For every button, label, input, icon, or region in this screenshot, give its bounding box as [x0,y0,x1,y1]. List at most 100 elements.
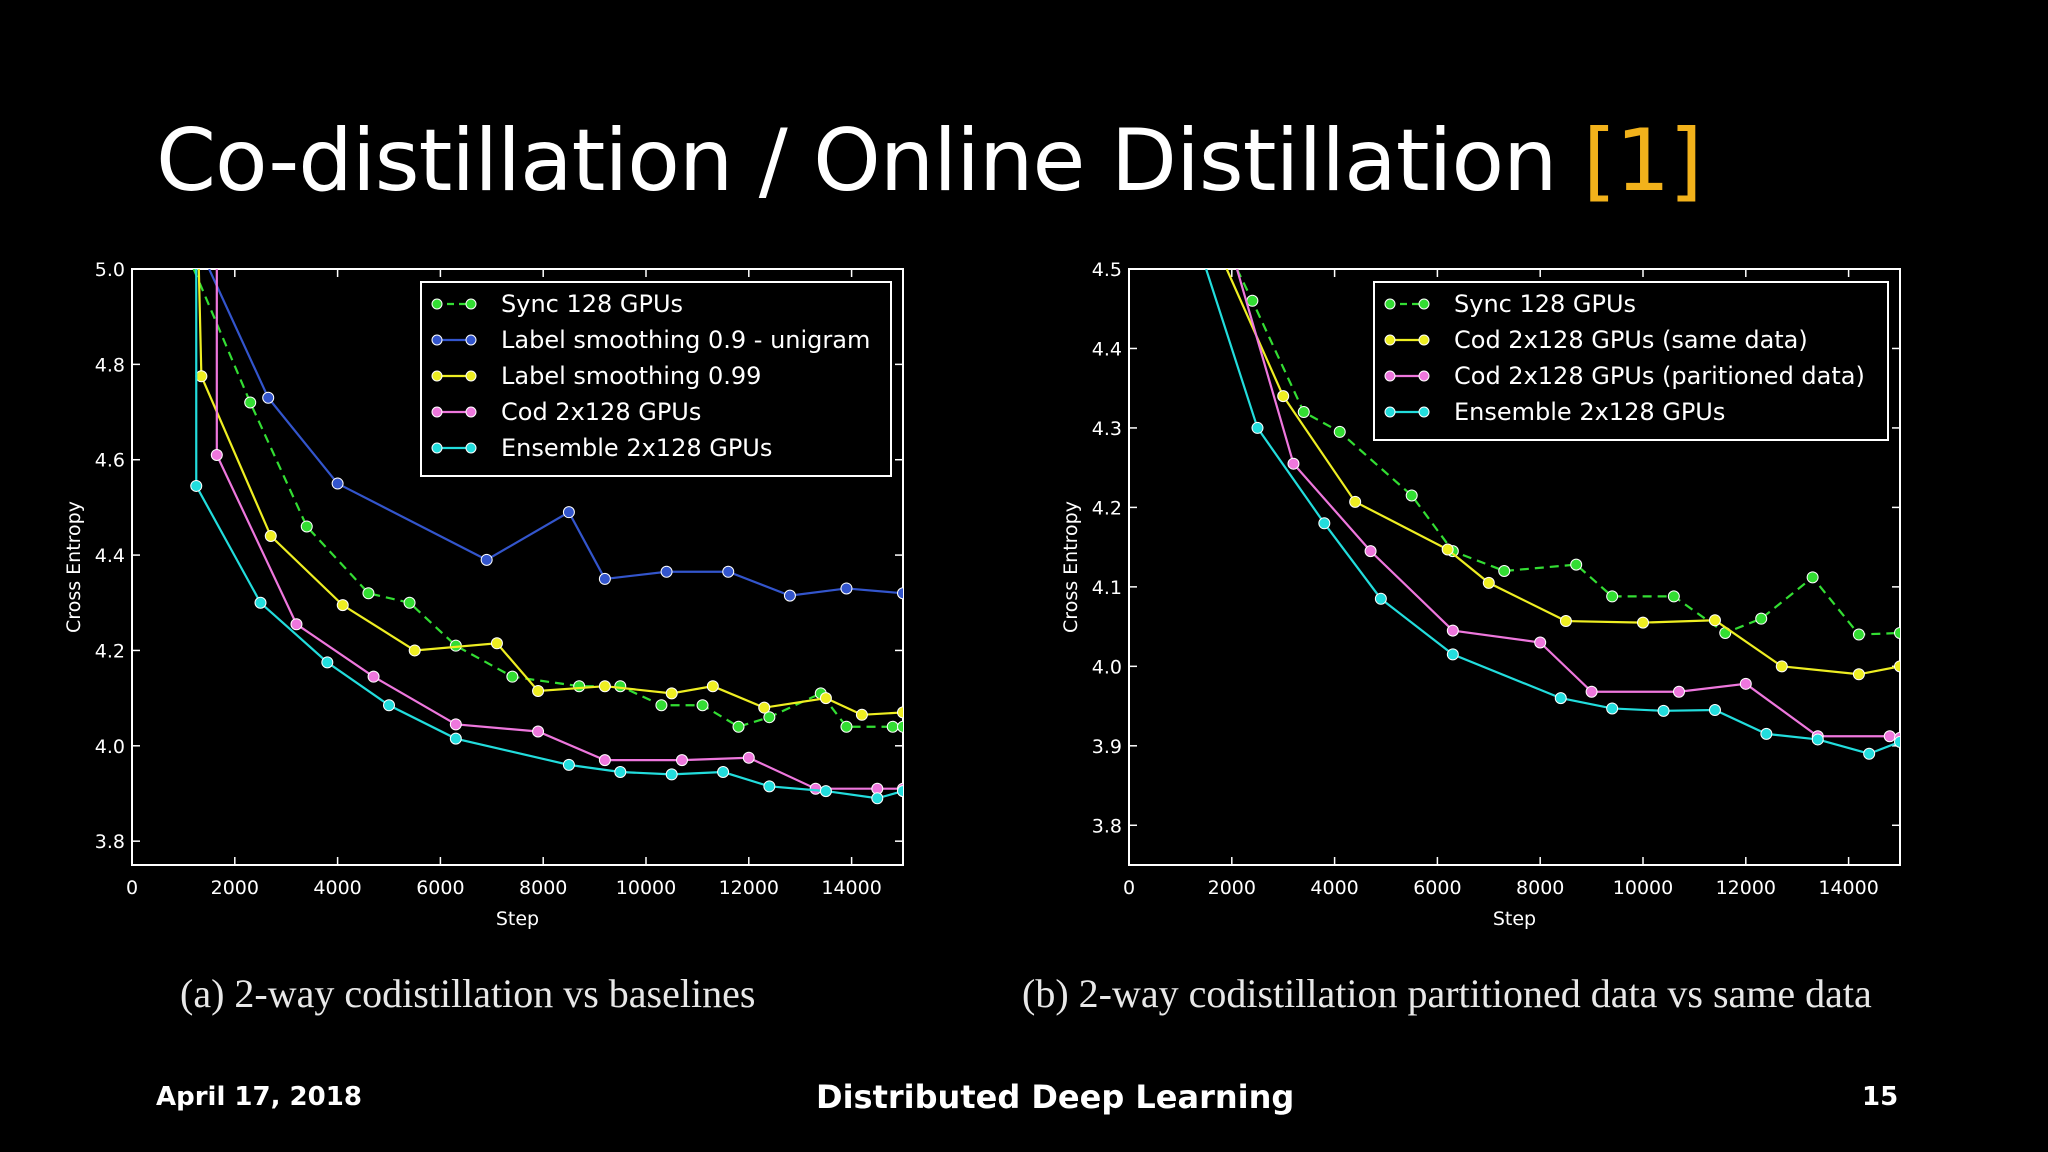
chart-a: 0 2000 4000 6000 8000 10000 12000 14000 3.8 4.0 4.… [63,259,904,930]
data-point [195,370,208,383]
legend-swatch-marker [1418,298,1430,310]
data-point [819,785,832,798]
data-point [1852,668,1865,681]
data-point [1333,425,1346,438]
legend-swatch-marker [465,370,477,382]
x-tick-label: 10000 [616,877,676,899]
x-tick-label: 6000 [1413,877,1461,899]
y-tick-label: 3.8 [95,831,125,853]
legend-swatch-marker [431,442,443,454]
data-point [1318,517,1331,530]
data-point [871,792,884,805]
y-tick-label: 4.5 [1092,259,1122,281]
data-point [763,711,776,724]
data-point [598,754,611,767]
data-point [1667,590,1680,603]
data-point [1441,543,1454,556]
x-tick-label: 4000 [313,877,361,899]
data-point [403,596,416,609]
y-tick-label: 3.9 [1092,736,1122,758]
x-tick-label: 2000 [211,877,259,899]
legend-swatch-marker [1418,406,1430,418]
data-point [1446,624,1459,637]
slide-title: Co-distillation / Online Distillation [1… [156,118,1703,204]
legend-swatch-marker [431,370,443,382]
data-point [383,699,395,712]
slide-title-reference[interactable]: [1] [1582,111,1703,211]
y-tick-label: 4.4 [1092,338,1122,360]
legend-swatch-marker [465,298,477,310]
data-point [758,701,771,714]
legend-swatch-marker [431,406,443,418]
data-point [1811,733,1824,746]
y-tick-label: 4.2 [1092,497,1122,519]
data-point [1374,592,1387,605]
legend-swatch-marker [465,442,477,454]
y-axis-label: Cross Entropy [1060,501,1082,633]
legend-swatch-marker [465,406,477,418]
data-point [1894,660,1900,673]
data-point [1863,747,1876,760]
data-point [1755,612,1768,625]
x-tick-label: 14000 [1818,877,1878,899]
data-point [321,656,334,669]
legend-label: Label smoothing 0.9 - unigram [501,326,870,354]
data-point [763,780,776,793]
data-point [1534,636,1547,649]
y-tick-label: 3.8 [1092,815,1122,837]
y-tick-label: 4.3 [1092,418,1122,440]
caption-a: (a) 2-way codistillation vs baselines [180,971,756,1016]
data-point [732,720,745,733]
data-point [490,637,503,650]
data-point [1554,692,1567,705]
data-point [1894,735,1900,748]
legend-swatch-marker [1418,334,1430,346]
data-point [1364,545,1377,558]
page-number: 15 [1862,1082,1899,1112]
data-point [722,565,735,578]
data-point [840,582,853,595]
legend-swatch-marker [431,334,443,346]
data-point [262,391,275,404]
legend-swatch-marker [1384,406,1396,418]
x-tick-label: 14000 [821,877,881,899]
y-tick-label: 4.6 [95,450,125,472]
x-tick-label: 0 [126,877,138,899]
legend-box [420,281,892,477]
y-tick-label: 5.0 [95,259,125,281]
data-point [1277,390,1290,403]
data-point [598,680,611,693]
data-point [210,448,223,461]
data-point [449,732,462,745]
data-point [1806,571,1819,584]
data-point [190,479,203,492]
data-point [660,565,673,578]
x-axis-label: Step [1493,908,1536,930]
data-point [449,718,462,731]
y-axis-label: Cross Entropy [63,501,85,633]
x-tick-label: 4000 [1310,877,1358,899]
x-tick-label: 8000 [1516,877,1564,899]
legend-swatch-marker [431,298,443,310]
data-point [1894,626,1900,639]
data-point [897,706,903,719]
x-tick-label: 2000 [1208,877,1256,899]
x-axis-label: Step [496,908,539,930]
legend-swatch-marker [1384,370,1396,382]
legend-label: Cod 2x128 GPUs (paritioned data) [1454,362,1865,390]
y-tick-label: 4.1 [1092,577,1122,599]
data-point [614,766,627,779]
legend-label: Ensemble 2x128 GPUs [501,434,772,462]
data-point [1637,616,1649,629]
data-point [480,553,493,566]
data-point [290,618,303,631]
data-point [717,766,730,779]
data-point [562,758,575,771]
data-point [1287,457,1300,470]
y-tick-label: 4.8 [95,354,125,376]
x-tick-label: 12000 [719,877,779,899]
x-tick-label: 6000 [416,877,464,899]
legend-label: Label smoothing 0.99 [501,362,761,390]
data-point [1570,558,1583,571]
data-point [1405,489,1418,502]
